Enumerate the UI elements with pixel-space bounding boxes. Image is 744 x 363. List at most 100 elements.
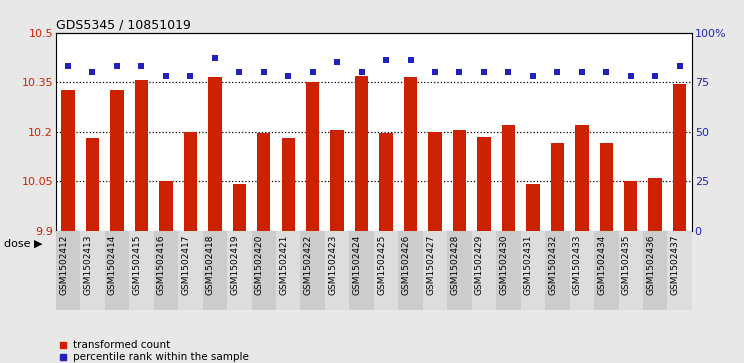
Bar: [575, 125, 589, 231]
Text: GSM1502431: GSM1502431: [524, 234, 533, 295]
Text: 100 IU/kg diet, low: 100 IU/kg diet, low: [105, 239, 202, 249]
Bar: [551, 143, 564, 231]
Point: [185, 73, 196, 79]
Text: GSM1502433: GSM1502433: [573, 234, 582, 295]
Bar: [472, 231, 496, 310]
Point: [282, 73, 294, 79]
Bar: [251, 231, 276, 310]
Point: [209, 56, 221, 61]
Bar: [618, 231, 643, 310]
Point: [111, 64, 123, 69]
Bar: [56, 231, 80, 310]
Text: dose ▶: dose ▶: [4, 239, 42, 249]
Text: GSM1502415: GSM1502415: [132, 234, 141, 295]
Point: [380, 57, 392, 63]
Text: GSM1502421: GSM1502421: [279, 234, 288, 295]
Point: [307, 69, 318, 75]
Bar: [184, 132, 197, 231]
Bar: [129, 231, 154, 310]
Bar: [643, 231, 667, 310]
Bar: [281, 138, 295, 231]
Bar: [501, 125, 515, 231]
Bar: [404, 77, 417, 231]
Text: GSM1502434: GSM1502434: [597, 234, 606, 295]
Text: GDS5345 / 10851019: GDS5345 / 10851019: [56, 19, 190, 32]
Point: [502, 69, 514, 75]
Text: GSM1502412: GSM1502412: [59, 234, 68, 295]
Text: 10,000 IU/kg diet, high: 10,000 IU/kg diet, high: [522, 239, 641, 249]
Bar: [350, 231, 374, 310]
Point: [258, 69, 270, 75]
Text: GSM1502426: GSM1502426: [402, 234, 411, 295]
Bar: [624, 181, 638, 231]
Bar: [477, 136, 491, 231]
Bar: [57, 232, 251, 256]
Point: [135, 64, 147, 69]
Point: [454, 69, 466, 75]
Text: transformed count: transformed count: [73, 340, 170, 350]
Bar: [110, 90, 124, 231]
Bar: [600, 143, 613, 231]
Point: [234, 69, 246, 75]
Point: [331, 60, 343, 65]
Text: GSM1502416: GSM1502416: [157, 234, 166, 295]
Point: [356, 69, 368, 75]
Bar: [545, 231, 570, 310]
Bar: [649, 178, 662, 231]
Bar: [233, 184, 246, 231]
Text: GSM1502422: GSM1502422: [304, 234, 312, 295]
Point: [86, 69, 98, 75]
Point: [429, 69, 441, 75]
Bar: [252, 232, 471, 256]
Bar: [105, 231, 129, 310]
Text: GSM1502435: GSM1502435: [622, 234, 631, 295]
Bar: [135, 81, 148, 231]
Bar: [355, 76, 368, 231]
Text: GSM1502423: GSM1502423: [328, 234, 337, 295]
Text: 1000 IU/kg diet, medium: 1000 IU/kg diet, medium: [297, 239, 426, 249]
Bar: [178, 231, 202, 310]
Bar: [673, 84, 687, 231]
Bar: [398, 231, 423, 310]
Bar: [257, 133, 271, 231]
Text: GSM1502425: GSM1502425: [377, 234, 386, 295]
Bar: [306, 82, 319, 231]
Bar: [423, 231, 447, 310]
Bar: [202, 231, 227, 310]
Text: GSM1502430: GSM1502430: [499, 234, 508, 295]
Bar: [594, 231, 618, 310]
Bar: [379, 133, 393, 231]
Text: GSM1502414: GSM1502414: [108, 234, 117, 295]
Bar: [330, 130, 344, 231]
Bar: [154, 231, 178, 310]
Text: GSM1502418: GSM1502418: [206, 234, 215, 295]
Bar: [667, 231, 692, 310]
Bar: [208, 77, 222, 231]
Bar: [301, 231, 325, 310]
Point: [625, 73, 637, 79]
Bar: [472, 232, 691, 256]
Bar: [325, 231, 350, 310]
Bar: [496, 231, 521, 310]
Text: GSM1502424: GSM1502424: [353, 234, 362, 295]
Bar: [526, 184, 539, 231]
Bar: [276, 231, 301, 310]
Bar: [521, 231, 545, 310]
Text: GSM1502413: GSM1502413: [83, 234, 92, 295]
Point: [600, 69, 612, 75]
Bar: [86, 138, 99, 231]
Text: GSM1502420: GSM1502420: [254, 234, 264, 295]
Bar: [453, 130, 466, 231]
Text: GSM1502419: GSM1502419: [231, 234, 240, 295]
Bar: [159, 181, 173, 231]
Text: GSM1502437: GSM1502437: [670, 234, 680, 295]
Text: GSM1502427: GSM1502427: [426, 234, 435, 295]
Point: [674, 64, 686, 69]
Point: [551, 69, 563, 75]
Point: [650, 73, 661, 79]
Bar: [80, 231, 105, 310]
Point: [405, 57, 417, 63]
Bar: [447, 231, 472, 310]
Bar: [61, 90, 74, 231]
Point: [576, 69, 588, 75]
